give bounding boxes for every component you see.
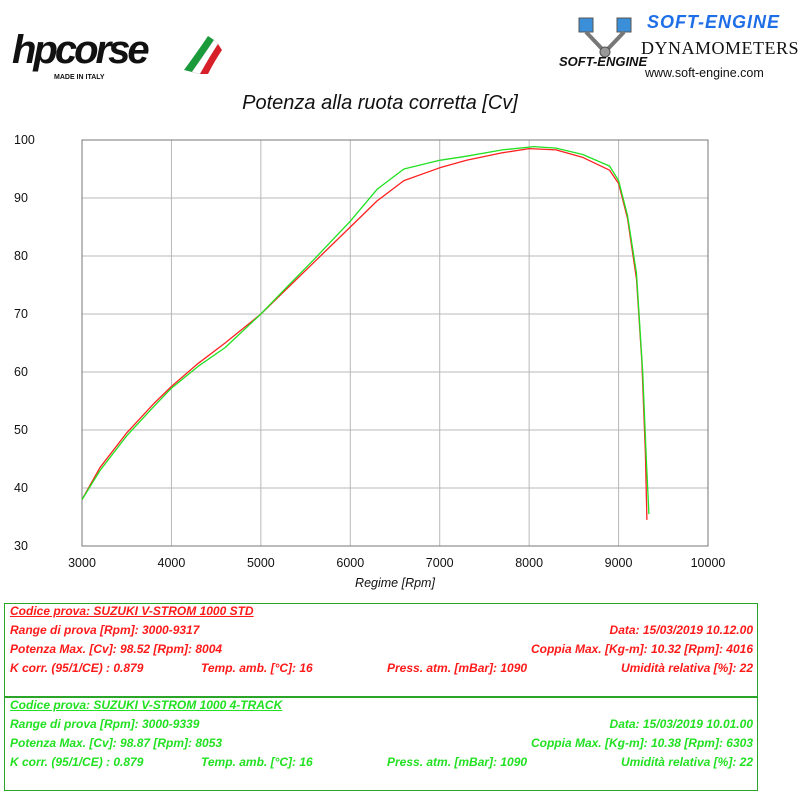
test-range: Range di prova [Rpm]: 3000-9339 <box>10 717 200 731</box>
soft-engine-title: SOFT-ENGINE <box>647 12 781 32</box>
test-max-torque: Coppia Max. [Kg-m]: 10.32 [Rpm]: 4016 <box>530 642 753 656</box>
test-date: Data: 15/03/2019 10.12.00 <box>609 623 753 637</box>
soft-engine-subtitle: DYNAMOMETERS <box>641 38 800 58</box>
header: hpcorse MADE IN ITALY SOFT-ENGINE DYNAMO… <box>0 0 800 90</box>
test-k-corr: K corr. (95/1/CE) : 0.879 <box>10 661 144 675</box>
italian-flag-icon <box>184 36 222 74</box>
grid <box>81 139 709 547</box>
series <box>81 145 650 520</box>
test-ambient-temp: Temp. amb. [°C]: 16 <box>201 661 313 675</box>
y-tick-label: 90 <box>14 191 28 205</box>
test-range: Range di prova [Rpm]: 3000-9317 <box>10 623 200 637</box>
y-tick-label: 50 <box>14 423 28 437</box>
hpcorse-logo-subtext: MADE IN ITALY <box>54 74 105 81</box>
x-tick-label: 6000 <box>336 556 364 570</box>
test-k-corr: K corr. (95/1/CE) : 0.879 <box>10 755 144 769</box>
x-tick-label: 7000 <box>426 556 454 570</box>
hpcorse-logo: hpcorse MADE IN ITALY <box>12 28 222 88</box>
x-tick-label: 9000 <box>605 556 633 570</box>
chart-title: Potenza alla ruota corretta [Cv] <box>242 92 518 114</box>
plot-frame <box>81 139 709 547</box>
test-atm-pressure: Press. atm. [mBar]: 1090 <box>387 661 528 675</box>
x-tick-label: 5000 <box>247 556 275 570</box>
x-tick-label: 3000 <box>68 556 96 570</box>
test-info-box-std: Codice prova: SUZUKI V-STROM 1000 STD Ra… <box>4 603 758 697</box>
test-atm-pressure: Press. atm. [mBar]: 1090 <box>387 755 528 769</box>
y-tick-label: 100 <box>14 133 35 147</box>
test-humidity: Umidità relativa [%]: 22 <box>620 661 753 675</box>
y-tick-label: 60 <box>14 365 28 379</box>
y-tick-label: 80 <box>14 249 28 263</box>
test-max-power: Potenza Max. [Cv]: 98.52 [Rpm]: 8004 <box>10 642 223 656</box>
test-max-torque: Coppia Max. [Kg-m]: 10.38 [Rpm]: 6303 <box>530 736 753 750</box>
power-chart: 3000 4000 5000 6000 7000 8000 9000 10000 30 40 50… <box>14 133 725 590</box>
hpcorse-logo-text: hpcorse <box>12 28 150 72</box>
x-axis-label: Regime [Rpm] <box>355 576 435 590</box>
y-tick-labels: 30 40 50 60 70 80 90 100 <box>14 133 35 553</box>
y-tick-label: 70 <box>14 307 28 321</box>
soft-engine-wordmark: SOFT-ENGINE <box>559 54 648 69</box>
series-line-1 <box>81 145 650 515</box>
x-tick-label: 4000 <box>158 556 186 570</box>
x-tick-label: 8000 <box>515 556 543 570</box>
engine-pistons-icon <box>578 17 632 58</box>
test-code: Codice prova: SUZUKI V-STROM 1000 STD <box>10 604 254 618</box>
x-tick-labels: 3000 4000 5000 6000 7000 8000 9000 10000 <box>68 556 725 570</box>
series-line-0 <box>81 147 648 520</box>
y-tick-label: 30 <box>14 539 28 553</box>
test-ambient-temp: Temp. amb. [°C]: 16 <box>201 755 313 769</box>
soft-engine-url: www.soft-engine.com <box>645 66 764 80</box>
test-max-power: Potenza Max. [Cv]: 98.87 [Rpm]: 8053 <box>10 736 223 750</box>
test-info-box-4track: Codice prova: SUZUKI V-STROM 1000 4-TRAC… <box>4 697 758 791</box>
test-humidity: Umidità relativa [%]: 22 <box>620 755 753 769</box>
soft-engine-logo: SOFT-ENGINE DYNAMOMETERS www.soft-engine… <box>555 12 799 92</box>
y-tick-label: 40 <box>14 481 28 495</box>
test-code: Codice prova: SUZUKI V-STROM 1000 4-TRAC… <box>10 698 283 712</box>
test-date: Data: 15/03/2019 10.01.00 <box>609 717 753 731</box>
x-tick-label: 10000 <box>691 556 726 570</box>
